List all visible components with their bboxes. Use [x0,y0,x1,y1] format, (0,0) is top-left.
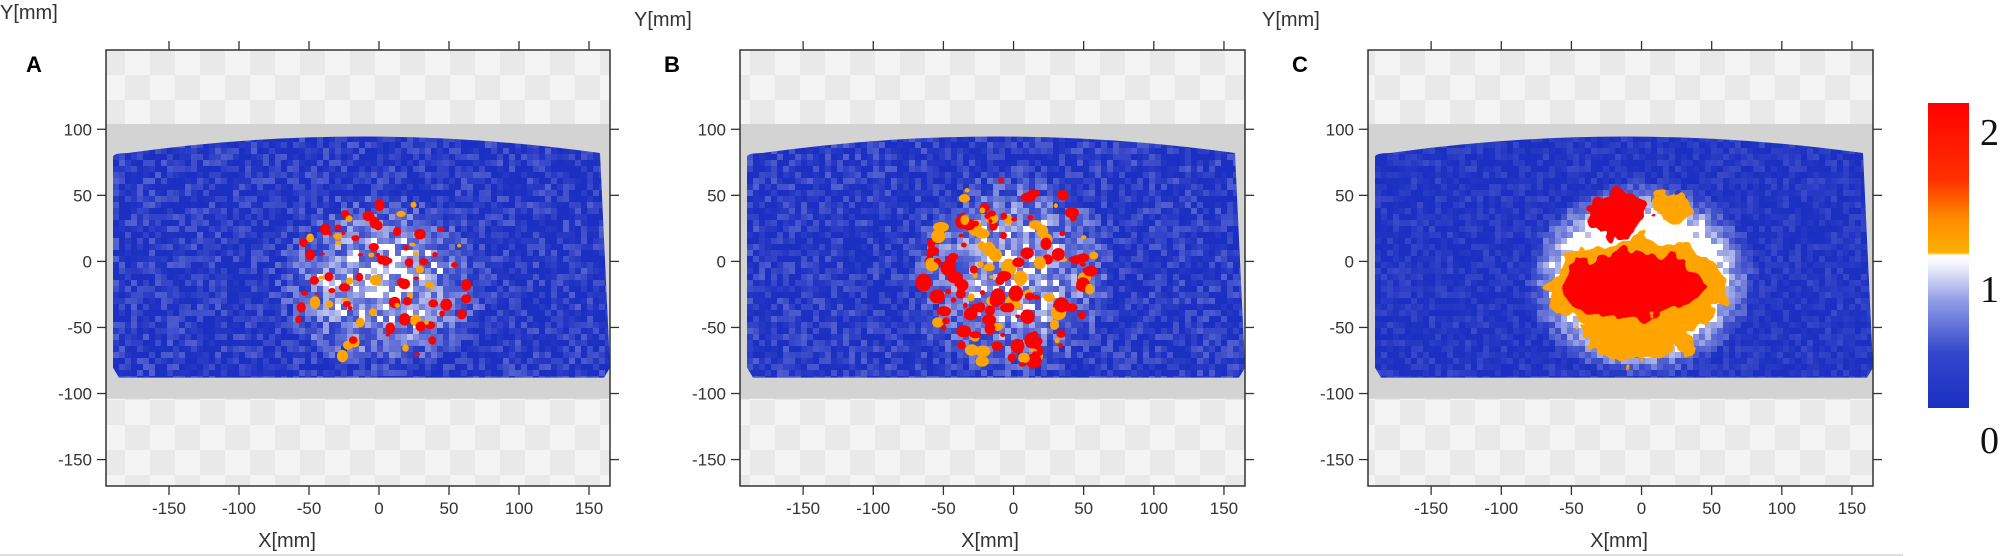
x-tick-label: 0 [1009,499,1018,518]
object-region [113,136,610,378]
colorbar-label-min: 0 [1980,420,1999,462]
y-tick-label: -100 [1320,385,1354,404]
x-tick-label: 50 [440,499,459,518]
x-tick-label: -100 [1484,499,1518,518]
x-axis-title: X[mm] [1590,530,1648,552]
x-axis-title: X[mm] [961,530,1019,552]
x-tick-label: 100 [1140,499,1168,518]
plot-area: -150 -100 -50 0 50 100 150 100 50 0 -50 -100 -150 [58,41,619,518]
panel-letter: A [26,52,42,77]
x-tick-label: 0 [1637,499,1646,518]
y-axis-title: Y[mm] [634,9,692,31]
x-tick-label: 100 [505,499,533,518]
y-tick-label: -50 [1329,318,1354,337]
colorbar-label-mid: 1 [1980,269,1999,311]
x-tick-label: 150 [1210,499,1238,518]
plot-area: -150 -100 -50 0 50 100 150 100 50 0 -50 -100 -150 [692,41,1254,518]
panel-a: Y[mm] A X[mm] -150 -100 -50 0 50 100 150 100 50 0… [0,2,619,552]
x-tick-label: -50 [297,499,322,518]
x-tick-label: -150 [1414,499,1448,518]
y-tick-label: 100 [1326,120,1354,139]
hotspot-blob [1548,190,1728,362]
plot-frame [1367,49,1874,487]
y-tick-label: 0 [1345,252,1354,271]
y-axis-title: Y[mm] [1262,9,1320,31]
colorbar: 2 1 0 [1928,103,1999,462]
hotspot-speckles [915,177,1099,369]
y-tick-label: -150 [692,451,726,470]
y-tick-label: 50 [1335,186,1354,205]
y-tick-label: -100 [692,385,726,404]
x-tick-label: -100 [856,499,890,518]
panel-c: Y[mm] C X[mm] -150 -100 -50 0 50 100 150 100 50 0… [1262,9,1882,552]
y-tick-label: 50 [707,186,726,205]
y-tick-label: -100 [58,385,92,404]
x-tick-label: 50 [1702,499,1721,518]
panel-b: Y[mm] B X[mm] -150 -100 -50 0 50 100 150 100 50 0… [634,9,1254,552]
y-tick-label: 100 [698,120,726,139]
y-tick-label: -150 [1320,451,1354,470]
x-tick-label: -150 [786,499,820,518]
x-tick-label: 50 [1074,499,1093,518]
x-tick-label: -50 [931,499,956,518]
x-tick-label: 150 [575,499,603,518]
panel-letter: B [664,52,680,77]
plot-frame [105,49,611,487]
panel-letter: C [1292,52,1308,77]
hotspot-speckles [295,199,472,363]
colorbar-label-max: 2 [1980,112,1999,154]
x-axis-title: X[mm] [258,530,316,552]
x-tick-label: -100 [222,499,256,518]
plot-area: -150 -100 -50 0 50 100 150 100 50 0 -50 -100 -150 [1320,41,1882,518]
y-tick-label: 0 [83,252,92,271]
colorbar-gradient [1928,103,1969,408]
y-tick-label: -50 [701,318,726,337]
x-tick-label: -150 [152,499,186,518]
x-tick-label: 100 [1768,499,1796,518]
y-tick-label: 0 [717,252,726,271]
y-tick-label: -50 [67,318,92,337]
x-tick-label: 0 [374,499,383,518]
plot-frame [739,49,1246,487]
x-tick-label: -50 [1559,499,1584,518]
y-axis-title: Y[mm] [0,2,58,24]
y-tick-label: 50 [73,186,92,205]
y-tick-label: -150 [58,451,92,470]
y-tick-label: 100 [64,120,92,139]
x-tick-label: 150 [1838,499,1866,518]
